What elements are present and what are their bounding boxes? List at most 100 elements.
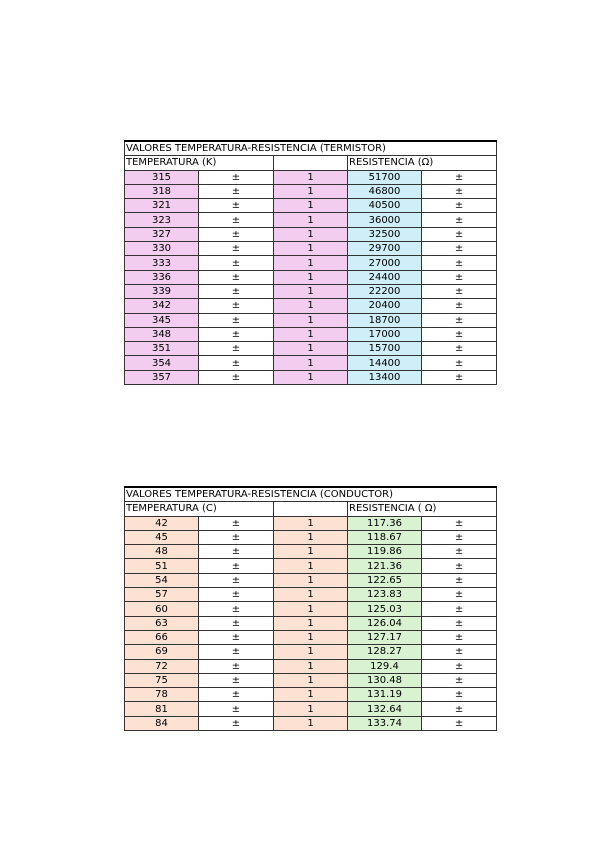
conductor-res-pm-cell: ± xyxy=(420,529,498,546)
thermistor-temp-pm-cell: ± xyxy=(198,212,274,228)
thermistor-temp-pm-cell: ± xyxy=(198,298,274,314)
conductor-temp-pm-cell: ± xyxy=(198,672,274,689)
thermistor-temp-uncertainty-cell: 1 xyxy=(273,355,348,371)
conductor-temp-pm-cell: ± xyxy=(198,687,274,703)
thermistor-res-pm-cell: ± xyxy=(420,298,498,314)
thermistor-res-pm-cell: ± xyxy=(420,212,498,228)
conductor-temp-pm-cell: ± xyxy=(198,644,274,660)
conductor-res-pm-cell: ± xyxy=(420,701,498,717)
thermistor-temperature-cell: 354 xyxy=(124,355,199,371)
conductor-title: VALORES TEMPERATURA-RESISTENCIA (CONDUCT… xyxy=(123,486,498,503)
thermistor-table: VALORES TEMPERATURA-RESISTENCIA (TERMIST… xyxy=(123,140,498,386)
thermistor-row: 323 ±1 36000 ± xyxy=(124,212,498,228)
conductor-resistance-cell: 118.67 xyxy=(347,529,422,546)
thermistor-temperature-cell: 323 xyxy=(124,212,199,228)
conductor-temp-uncertainty-cell: 1 xyxy=(273,644,348,660)
conductor-temp-uncertainty-cell: 1 xyxy=(273,615,348,631)
thermistor-temperature-cell: 315 xyxy=(124,169,199,185)
conductor-res-pm-cell: ± xyxy=(420,615,498,631)
conductor-temperature-cell: 42 xyxy=(124,515,199,531)
thermistor-row: 333 ±1 27000 ± xyxy=(124,255,498,271)
thermistor-resistance-cell: 51700 xyxy=(347,169,422,185)
thermistor-res-pm-cell: ± xyxy=(420,255,498,271)
thermistor-res-pm-cell: ± xyxy=(420,269,498,285)
conductor-resistance-cell: 121.36 xyxy=(347,558,422,574)
thermistor-res-pm-cell: ± xyxy=(420,241,498,257)
conductor-res-pm-cell: ± xyxy=(420,672,498,689)
thermistor-resistance-cell: 14400 xyxy=(347,355,422,371)
conductor-temp-uncertainty-cell: 1 xyxy=(273,601,348,617)
conductor-temp-pm-cell: ± xyxy=(198,558,274,574)
conductor-temperature-cell: 81 xyxy=(124,701,199,717)
thermistor-resistance-cell: 36000 xyxy=(347,212,422,228)
conductor-row: 78 ±1 131.19 ± xyxy=(124,687,498,703)
conductor-temp-pm-cell: ± xyxy=(198,715,274,732)
conductor-row: 72 ±1 129.4 ± xyxy=(124,658,498,674)
conductor-temp-pm-cell: ± xyxy=(198,572,274,589)
conductor-temp-header: TEMPERATURA (C) xyxy=(124,501,274,517)
thermistor-temperature-cell: 351 xyxy=(124,341,199,357)
thermistor-temperature-cell: 339 xyxy=(124,283,199,300)
thermistor-row: 351 ±1 15700 ± xyxy=(124,341,498,357)
thermistor-res-pm-cell: ± xyxy=(420,198,498,214)
thermistor-temp-pm-cell: ± xyxy=(198,183,274,200)
conductor-temperature-cell: 60 xyxy=(124,601,199,617)
thermistor-temperature-cell: 342 xyxy=(124,298,199,314)
thermistor-temp-pm-cell: ± xyxy=(198,355,274,371)
conductor-temperature-cell: 54 xyxy=(124,572,199,589)
conductor-row: 48 ±1 119.86 ± xyxy=(124,544,498,560)
conductor-resistance-cell: 132.64 xyxy=(347,701,422,717)
conductor-temperature-cell: 72 xyxy=(124,658,199,674)
conductor-row: 57 ±1 123.83 ± xyxy=(124,587,498,603)
conductor-res-pm-cell: ± xyxy=(420,572,498,589)
conductor-res-pm-cell: ± xyxy=(420,558,498,574)
thermistor-res-header: RESISTENCIA (Ω) xyxy=(346,155,498,171)
conductor-temp-pm-cell: ± xyxy=(198,529,274,546)
thermistor-row: 336 ±1 24400 ± xyxy=(124,269,498,285)
conductor-res-pm-cell: ± xyxy=(420,644,498,660)
thermistor-temp-uncertainty-cell: 1 xyxy=(273,241,348,257)
thermistor-row: 345 ±1 18700 ± xyxy=(124,312,498,328)
conductor-temperature-cell: 75 xyxy=(124,672,199,689)
conductor-res-pm-cell: ± xyxy=(420,658,498,674)
conductor-resistance-cell: 128.27 xyxy=(347,644,422,660)
conductor-table: VALORES TEMPERATURA-RESISTENCIA (CONDUCT… xyxy=(123,486,498,732)
thermistor-row: 330 ±1 29700 ± xyxy=(124,241,498,257)
conductor-resistance-cell: 130.48 xyxy=(347,672,422,689)
conductor-temp-pm-cell: ± xyxy=(198,615,274,631)
conductor-temp-uncertainty-cell: 1 xyxy=(273,629,348,646)
conductor-temperature-cell: 45 xyxy=(124,529,199,546)
thermistor-res-pm-cell: ± xyxy=(420,369,498,386)
thermistor-temp-pm-cell: ± xyxy=(198,312,274,328)
thermistor-temperature-cell: 336 xyxy=(124,269,199,285)
conductor-resistance-cell: 117.36 xyxy=(347,515,422,531)
conductor-resistance-cell: 129.4 xyxy=(347,658,422,674)
thermistor-row: 348 ±1 17000 ± xyxy=(124,326,498,343)
thermistor-temp-uncertainty-cell: 1 xyxy=(273,326,348,343)
conductor-temperature-cell: 57 xyxy=(124,587,199,603)
conductor-res-pm-cell: ± xyxy=(420,515,498,531)
thermistor-res-pm-cell: ± xyxy=(420,341,498,357)
conductor-temperature-cell: 63 xyxy=(124,615,199,631)
conductor-resistance-cell: 127.17 xyxy=(347,629,422,646)
conductor-res-pm-cell: ± xyxy=(420,601,498,617)
conductor-temp-pm-cell: ± xyxy=(198,544,274,560)
conductor-row: 75 ±1 130.48 ± xyxy=(124,672,498,689)
thermistor-resistance-cell: 40500 xyxy=(347,198,422,214)
thermistor-row: 354 ±1 14400 ± xyxy=(124,355,498,371)
thermistor-temp-uncertainty-cell: 1 xyxy=(273,212,348,228)
thermistor-res-pm-cell: ± xyxy=(420,312,498,328)
thermistor-row: 327 ±1 32500 ± xyxy=(124,226,498,243)
conductor-resistance-cell: 131.19 xyxy=(347,687,422,703)
thermistor-res-pm-cell: ± xyxy=(420,283,498,300)
thermistor-body: VALORES TEMPERATURA-RESISTENCIA (TERMIST… xyxy=(123,140,498,386)
thermistor-temp-pm-cell: ± xyxy=(198,198,274,214)
thermistor-resistance-cell: 27000 xyxy=(347,255,422,271)
thermistor-temperature-cell: 333 xyxy=(124,255,199,271)
thermistor-temp-uncertainty-cell: 1 xyxy=(273,255,348,271)
thermistor-temp-uncertainty-cell: 1 xyxy=(273,369,348,386)
thermistor-temp-uncertainty-cell: 1 xyxy=(273,312,348,328)
thermistor-temp-pm-cell: ± xyxy=(198,326,274,343)
thermistor-resistance-cell: 13400 xyxy=(347,369,422,386)
thermistor-row: 315 ±1 51700 ± xyxy=(124,169,498,185)
